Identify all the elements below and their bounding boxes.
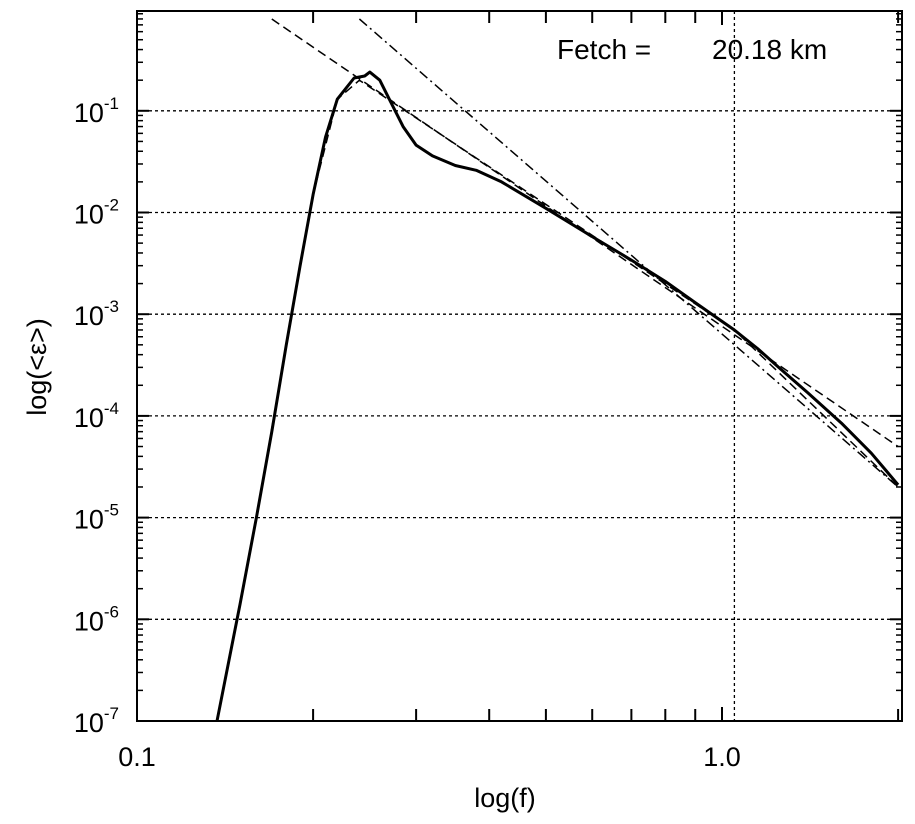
fetch-annotation-value: 20.18 km [712, 34, 827, 65]
series-line-dashed-1 [271, 18, 899, 448]
grid-lines [137, 11, 902, 721]
plot-series [215, 18, 900, 721]
axis-ticks [137, 11, 902, 722]
fetch-annotation-label: Fetch = [557, 34, 651, 65]
x-axis-label: log(f) [474, 783, 536, 813]
plot-frame [136, 10, 903, 722]
series-line-dash-dot-3 [358, 18, 899, 488]
y-tick-label: 10-1 [74, 94, 119, 128]
y-tick-label: 10-4 [74, 399, 119, 433]
series-line-dashed-2 [216, 79, 899, 721]
y-tick-label: 10-7 [74, 704, 119, 738]
y-tick-label: 10-5 [74, 501, 119, 535]
y-tick-label: 10-6 [74, 602, 119, 636]
y-axis-label: log(<ε>) [22, 318, 52, 416]
x-tick-label: 1.0 [703, 742, 741, 772]
y-tick-label: 10-3 [74, 297, 119, 331]
tick-labels: 10-7 10-6 10-5 10-4 10-3 10-2 10-1 0.1 1.0 [74, 94, 741, 772]
x-tick-label: 0.1 [118, 742, 156, 772]
series-line-solid-0 [215, 70, 900, 721]
y-tick-label: 10-2 [74, 196, 119, 230]
